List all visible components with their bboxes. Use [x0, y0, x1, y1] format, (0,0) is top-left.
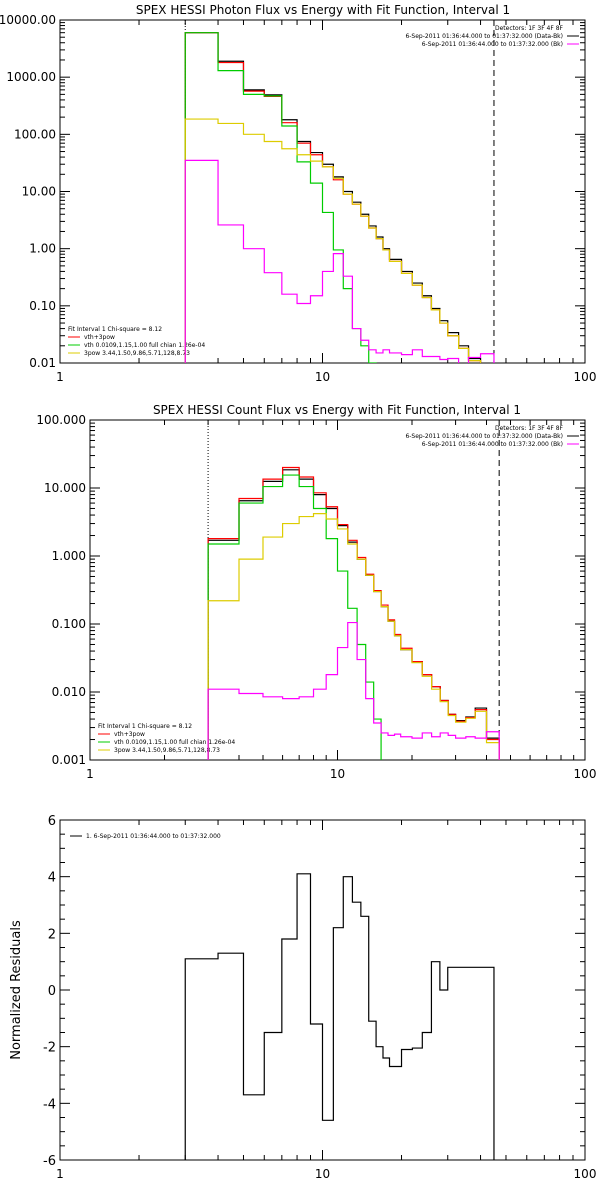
panel-2-series-3-line	[207, 513, 500, 760]
panel-2-x-tick-label: 10	[330, 767, 345, 781]
panel-2-legend-top-right: Detectors: 1F 3F 4F 8F6-Sep-2011 01:36:4…	[405, 425, 579, 448]
residuals-panel: Normalized Residuals 1. 6-Sep-2011 01:36…	[9, 814, 596, 1181]
panel-1-series-2-line	[184, 32, 377, 363]
panel-2-y-tick-label: 100.000	[36, 413, 86, 427]
panel-3-series-0-line	[184, 873, 495, 1160]
panel-3-y-tick-label: 6	[48, 814, 56, 829]
count-flux-panel: SPEX HESSI Count Flux vs Energy with Fit…	[36, 403, 597, 781]
panel-3-x-tick-label: 1	[56, 1167, 64, 1181]
panel-2-legend-entry: vth 0.0109,1.15,1.00 full chian 1.26e-04	[114, 739, 235, 746]
panel-2-legend-entry: Fit Interval 1 Chi-square = 8.12	[98, 723, 192, 730]
panel-1-x-tick-label: 100	[574, 370, 597, 384]
panel-1-legend-entry: Detectors: 1F 3F 4F 8F	[495, 25, 564, 32]
panel-1-series-3-line	[184, 118, 482, 363]
panel-1-y-tick-label: 1000.00	[6, 70, 56, 84]
panel-2-series-1-line	[207, 466, 500, 760]
panel-1-y-tick-label: 10000.00	[0, 13, 56, 27]
panel-3-y-tick-label: -2	[43, 1041, 56, 1056]
panel-2-series-0-line	[207, 469, 500, 760]
panel-2-legend-entry: 6-Sep-2011 01:36:44.000 to 01:37:32.000 …	[422, 441, 563, 448]
panel-1-legend-entry: 3pow 3.44,1.50,9.86,5.71,128,8.73	[84, 350, 190, 357]
panel-2-y-tick-label: 0.100	[52, 617, 86, 631]
panel-2-legend-entry: vth+3pow	[114, 731, 145, 738]
panel-2-x-tick-label: 1	[86, 767, 94, 781]
panel-3-y-axis-label: Normalized Residuals	[9, 920, 24, 1060]
panel-3-y-tick-label: -4	[43, 1097, 56, 1112]
panel-1-y-tick-label: 100.00	[14, 127, 56, 141]
panel-2-legend-bottom-left: Fit Interval 1 Chi-square = 8.12vth+3pow…	[98, 723, 235, 754]
panel-2-series-2-line	[207, 474, 382, 760]
panel-2-y-tick-label: 10.000	[44, 481, 86, 495]
panel-1-x-tick-label: 10	[315, 370, 330, 384]
panel-2-y-tick-label: 0.010	[52, 685, 86, 699]
panel-3-y-tick-label: -6	[43, 1154, 56, 1169]
photon-flux-panel: SPEX HESSI Photon Flux vs Energy with Fi…	[0, 3, 597, 384]
panel-3-y-tick-label: 2	[48, 927, 56, 942]
panel-1-y-tick-label: 10.00	[22, 185, 56, 199]
panel-1-legend-top-right: Detectors: 1F 3F 4F 8F6-Sep-2011 01:36:4…	[405, 25, 579, 48]
panel-3-x-tick-label: 10	[315, 1167, 330, 1181]
panel-2-x-tick-label: 100	[574, 767, 597, 781]
panel-3-y-tick-label: 4	[48, 871, 56, 886]
panel-1-legend-bottom-left: Fit Interval 1 Chi-square = 8.12vth+3pow…	[68, 326, 205, 357]
panel-3-legend-top-left: 1. 6-Sep-2011 01:36:44.000 to 01:37:32.0…	[70, 833, 221, 840]
panel-3-x-tick-label: 100	[574, 1167, 597, 1181]
panel-1-legend-entry: 6-Sep-2011 01:36:44.000 to 01:37:32.000 …	[422, 41, 563, 48]
panel-2-series-4-line	[207, 621, 500, 760]
panel-2-y-tick-label: 1.000	[52, 549, 86, 563]
panel-3-legend-entry: 1. 6-Sep-2011 01:36:44.000 to 01:37:32.0…	[86, 833, 221, 840]
panel-3-y-tick-label: 0	[48, 984, 56, 999]
panel-1-legend-entry: vth 0.0109,1.15,1.00 full chian 1.26e-04	[84, 342, 205, 349]
panel-1-title: SPEX HESSI Photon Flux vs Energy with Fi…	[136, 3, 510, 17]
panel-2-legend-entry: 3pow 3.44,1.50,9.86,5.71,128,8.73	[114, 747, 220, 754]
panel-2-plot-frame	[89, 419, 586, 761]
panel-1-series-4-line	[184, 159, 495, 363]
panel-1-legend-entry: 6-Sep-2011 01:36:44.000 to 01:37:32.000 …	[405, 33, 563, 40]
panel-2-y-tick-label: 0.001	[52, 753, 86, 767]
panel-1-y-tick-label: 1.00	[29, 242, 56, 256]
panel-1-y-tick-label: 0.01	[29, 356, 56, 370]
panel-2-legend-entry: Detectors: 1F 3F 4F 8F	[495, 425, 564, 432]
panel-2-legend-entry: 6-Sep-2011 01:36:44.000 to 01:37:32.000 …	[405, 433, 563, 440]
panel-1-legend-entry: vth+3pow	[84, 334, 115, 341]
panel-1-y-tick-label: 0.10	[29, 299, 56, 313]
panel-2-title: SPEX HESSI Count Flux vs Energy with Fit…	[153, 403, 521, 417]
panel-1-x-tick-label: 1	[56, 370, 64, 384]
panel-1-legend-entry: Fit Interval 1 Chi-square = 8.12	[68, 326, 162, 333]
